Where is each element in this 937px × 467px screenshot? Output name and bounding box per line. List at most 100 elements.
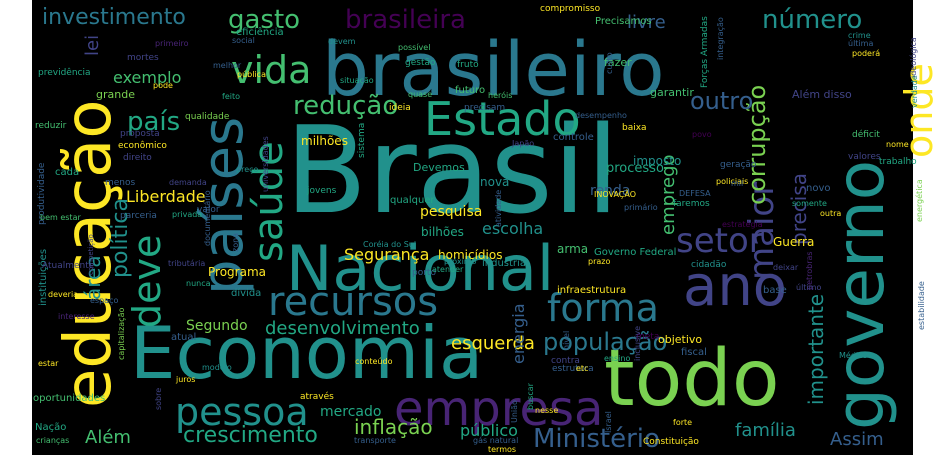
cloud-word: vida (231, 48, 311, 92)
cloud-word: redução (293, 91, 398, 121)
cloud-word: competição (87, 234, 95, 275)
cloud-word: buscar (526, 382, 535, 410)
cloud-word: espaço (90, 296, 118, 305)
cloud-word: Além (85, 427, 131, 448)
cloud-word: deve (125, 235, 169, 328)
cloud-word: eficiência (236, 26, 284, 38)
cloud-word: zona (231, 233, 240, 252)
cloud-word: mil (731, 179, 743, 188)
cloud-word: desempenho (575, 111, 627, 120)
cloud-word: inclusive (633, 326, 642, 361)
cloud-word: crime (848, 31, 871, 40)
cloud-word: milhões (301, 134, 348, 148)
cloud-word: heróis (488, 90, 512, 100)
cloud-word: fiscal (681, 347, 707, 358)
cloud-word: instituições (38, 249, 49, 306)
cloud-word: preço (236, 165, 259, 174)
cloud-word: grande (96, 88, 135, 101)
cloud-word: fruto (457, 60, 479, 70)
cloud-word: objetivo (658, 333, 702, 346)
cloud-word: Segurança (344, 245, 429, 264)
cloud-word: estratégia (722, 219, 763, 229)
cloud-word: importante (804, 294, 828, 405)
cloud-word: Liberdade (126, 187, 206, 206)
cloud-word: controle (553, 132, 594, 143)
cloud-word: quase (408, 90, 432, 99)
cloud-word: pública (237, 70, 266, 79)
cloud-word: capitalização (117, 308, 126, 360)
cloud-word: futuro (455, 85, 485, 96)
cloud-word: desenvolvimento (265, 318, 420, 339)
cloud-word: custo (605, 52, 614, 74)
cloud-word: bem estar (40, 213, 81, 222)
cloud-word: estar (38, 359, 59, 368)
cloud-word: trabalho (879, 157, 917, 167)
cloud-word: brasileiro (322, 27, 665, 113)
cloud-word: energia (509, 303, 528, 364)
cloud-word: público (460, 421, 518, 440)
cloud-word: feito (222, 92, 240, 101)
cloud-word: geração (720, 160, 757, 170)
cloud-word: sobre (154, 388, 163, 410)
cloud-word: deixar (773, 263, 799, 272)
cloud-word: etc (576, 364, 588, 373)
cloud-word: Guerra (773, 235, 814, 249)
cloud-word: oportunidades (33, 393, 105, 404)
cloud-word: parceria (120, 211, 157, 221)
cloud-word: Nacional (286, 232, 554, 305)
cloud-word: inflação (354, 415, 433, 439)
cloud-word: população (543, 328, 667, 356)
cloud-word: Estado (424, 92, 581, 146)
cloud-word: número (762, 5, 862, 35)
cloud-word: integração (716, 17, 725, 60)
cloud-word: estrutura (552, 364, 594, 374)
cloud-word: atual (171, 332, 196, 343)
cloud-word: sistema (357, 123, 367, 158)
cloud-word: Atualmente (42, 261, 95, 271)
cloud-word: universidades (261, 136, 270, 192)
cloud-word: qualidade (185, 112, 230, 122)
cloud-word: última (848, 39, 873, 48)
cloud-word: arma (557, 242, 588, 256)
cloud-word: ano (683, 254, 787, 319)
cloud-word: cada (55, 167, 79, 178)
cloud-word: primeiro (155, 39, 189, 48)
cloud-word: tributária (168, 259, 205, 268)
cloud-word: Médico (839, 350, 868, 360)
cloud-word: base (763, 285, 787, 296)
cloud-word: garantir (650, 86, 694, 99)
cloud-word: outra (820, 209, 841, 218)
cloud-word: todo (604, 334, 780, 424)
cloud-word: nesse (535, 406, 558, 415)
cloud-word: policiais (716, 177, 748, 186)
cloud-word: Israel (604, 411, 613, 433)
cloud-word: dívida (231, 287, 261, 299)
cloud-word: homicídios (438, 248, 502, 262)
cloud-word: investimento (42, 5, 186, 30)
cloud-word: atividade (494, 190, 503, 227)
cloud-word: esquerda (451, 333, 535, 354)
cloud-word: conteúdo (355, 357, 393, 366)
cloud-word: recursos (268, 279, 438, 325)
cloud-word: juros (175, 375, 195, 384)
cloud-word: gasto (228, 5, 300, 35)
cloud-word: déficit (852, 129, 880, 140)
cloud-word: bilhões (421, 225, 464, 239)
cloud-word: previdência (38, 67, 91, 78)
cloud-word: através (300, 391, 334, 402)
cloud-word: Assim (830, 429, 884, 450)
cloud-word: privada (172, 210, 202, 219)
cloud-word: DEFESA (679, 189, 711, 198)
cloud-word: porto (412, 268, 436, 278)
cloud-word: saúde (246, 141, 292, 262)
cloud-word: emprego (658, 154, 679, 235)
cloud-word: estabilidade (917, 281, 926, 330)
cloud-word: União (510, 400, 519, 423)
cloud-word: precisa (787, 173, 811, 245)
cloud-word: Devemos (413, 161, 465, 174)
cloud-word: cidadão (691, 260, 727, 270)
cloud-word: povo (692, 130, 712, 139)
cloud-word: documentário (203, 190, 212, 246)
cloud-word: direito (123, 153, 152, 163)
cloud-word: meta (636, 332, 659, 342)
